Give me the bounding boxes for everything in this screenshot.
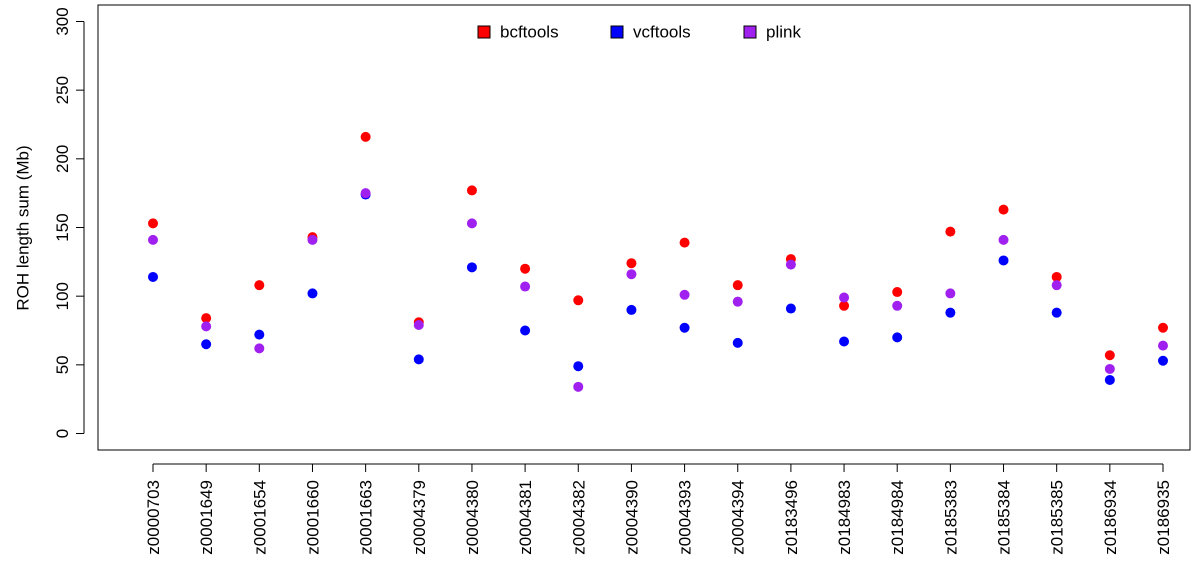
point bbox=[520, 325, 531, 336]
point bbox=[998, 204, 1009, 215]
point bbox=[254, 280, 265, 291]
point bbox=[1104, 374, 1115, 385]
point bbox=[360, 131, 371, 142]
x-tick-label: z0001660 bbox=[303, 480, 322, 555]
point bbox=[892, 287, 903, 298]
point bbox=[360, 188, 371, 199]
x-tick-label: z0185385 bbox=[1048, 480, 1067, 555]
point bbox=[201, 339, 212, 350]
x-tick-label: z0001649 bbox=[197, 480, 216, 555]
point bbox=[1158, 340, 1168, 351]
y-tick-label: 0 bbox=[53, 429, 72, 438]
point bbox=[892, 332, 903, 343]
point bbox=[413, 320, 424, 331]
x-tick-label: z0186935 bbox=[1154, 480, 1173, 555]
legend-swatch bbox=[477, 25, 491, 39]
x-tick-label: z0184983 bbox=[835, 480, 854, 555]
point bbox=[892, 300, 903, 311]
point bbox=[573, 295, 584, 306]
point bbox=[1051, 307, 1062, 318]
x-tick-label: z0001654 bbox=[250, 480, 269, 555]
y-tick-label: 100 bbox=[53, 282, 72, 310]
point bbox=[307, 234, 318, 245]
point bbox=[466, 262, 477, 273]
y-tick-label: 250 bbox=[53, 76, 72, 104]
point bbox=[1104, 363, 1115, 374]
y-tick-label: 300 bbox=[53, 7, 72, 35]
point bbox=[520, 281, 531, 292]
point bbox=[413, 354, 424, 365]
point bbox=[839, 336, 850, 347]
plot-frame bbox=[97, 4, 1191, 451]
legend-swatch bbox=[743, 25, 757, 39]
x-tick-label: z0004381 bbox=[516, 480, 535, 555]
legend-label: plink bbox=[766, 22, 801, 41]
x-tick-label: z0185383 bbox=[941, 480, 960, 555]
x-tick-label: z0004393 bbox=[676, 480, 695, 555]
x-tick-label: z0184984 bbox=[888, 480, 907, 555]
point bbox=[520, 263, 531, 274]
point bbox=[839, 300, 850, 311]
point bbox=[679, 289, 690, 300]
x-tick-label: z0186934 bbox=[1101, 480, 1120, 555]
x-tick-label: z0004380 bbox=[463, 480, 482, 555]
point bbox=[1051, 280, 1062, 291]
point bbox=[732, 296, 743, 307]
legend-label: bcftools bbox=[500, 22, 559, 41]
x-tick-label: z0004394 bbox=[729, 480, 748, 555]
point bbox=[998, 234, 1009, 245]
point bbox=[148, 218, 158, 229]
point bbox=[785, 259, 796, 270]
point bbox=[626, 258, 637, 269]
legend-swatch bbox=[610, 25, 624, 39]
point bbox=[998, 255, 1009, 266]
point bbox=[254, 329, 265, 340]
point bbox=[945, 226, 956, 237]
x-tick-label: z0185384 bbox=[995, 480, 1014, 555]
point bbox=[466, 218, 477, 229]
point bbox=[1158, 355, 1168, 366]
x-tick-label: z0004379 bbox=[410, 480, 429, 555]
y-axis-label: ROH length sum (Mb) bbox=[13, 145, 32, 310]
point bbox=[732, 337, 743, 348]
point bbox=[201, 313, 212, 324]
y-tick-label: 50 bbox=[53, 355, 72, 374]
point bbox=[466, 185, 477, 196]
point bbox=[679, 322, 690, 333]
point bbox=[1051, 271, 1062, 282]
point bbox=[945, 288, 956, 299]
point bbox=[307, 288, 318, 299]
x-tick-label: z0004390 bbox=[622, 480, 641, 555]
x-tick-label: z0001663 bbox=[357, 480, 376, 555]
point bbox=[254, 343, 265, 354]
point bbox=[626, 304, 637, 315]
point bbox=[573, 381, 584, 392]
point bbox=[839, 292, 850, 303]
point bbox=[148, 234, 158, 245]
point bbox=[1158, 322, 1168, 333]
point bbox=[785, 303, 796, 314]
point bbox=[201, 321, 212, 332]
x-tick-label: z0004382 bbox=[569, 480, 588, 555]
point bbox=[1104, 350, 1115, 361]
x-tick-label: z0183496 bbox=[782, 480, 801, 555]
y-tick-label: 150 bbox=[53, 213, 72, 241]
point bbox=[945, 307, 956, 318]
point bbox=[148, 271, 158, 282]
legend-label: vcftools bbox=[633, 22, 691, 41]
point bbox=[573, 361, 584, 372]
x-tick-label: z0000703 bbox=[144, 480, 163, 555]
y-tick-label: 200 bbox=[53, 145, 72, 173]
point bbox=[626, 269, 637, 280]
point bbox=[732, 280, 743, 291]
point bbox=[679, 237, 690, 248]
